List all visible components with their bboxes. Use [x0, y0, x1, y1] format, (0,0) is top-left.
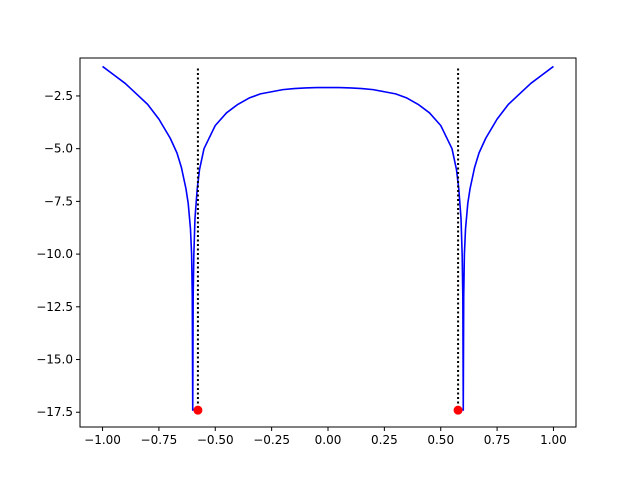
critical-point-marker: [193, 405, 203, 415]
x-tick-label: −0.50: [197, 433, 234, 447]
axes-frame: [79, 57, 577, 428]
x-axis: −1.00 −0.75 −0.50 −0.25 0.00 0.25 0.50 0.75 1.00: [84, 427, 567, 447]
y-tick-label: −5.0: [44, 142, 73, 156]
y-axis: −2.5 −5.0 −7.5 −10.0 −12.5 −15.0 −17.5: [36, 89, 80, 419]
x-tick-label: 0.25: [371, 433, 398, 447]
series-line: [102, 65, 554, 411]
x-tick-label: 0.00: [315, 433, 342, 447]
y-tick-label: −2.5: [44, 89, 73, 103]
x-tick-label: −0.25: [253, 433, 290, 447]
y-tick-label: −17.5: [36, 405, 73, 419]
x-tick-label: 1.00: [540, 433, 567, 447]
y-tick-label: −10.0: [36, 247, 73, 261]
x-tick-label: 0.50: [427, 433, 454, 447]
x-tick-label: −0.75: [141, 433, 178, 447]
y-tick-label: −15.0: [36, 353, 73, 367]
y-tick-label: −12.5: [36, 300, 73, 314]
plot-area: [102, 65, 554, 415]
critical-point-marker: [453, 405, 463, 415]
x-tick-label: 0.75: [484, 433, 511, 447]
x-tick-label: −1.00: [84, 433, 121, 447]
y-tick-label: −7.5: [44, 194, 73, 208]
